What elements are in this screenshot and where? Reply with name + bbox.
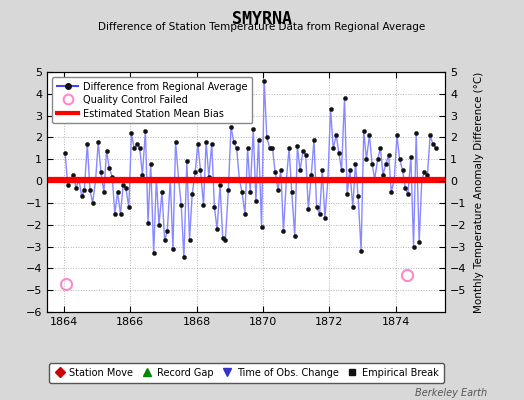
Text: Difference of Station Temperature Data from Regional Average: Difference of Station Temperature Data f… xyxy=(99,22,425,32)
Text: SMYRNA: SMYRNA xyxy=(232,10,292,28)
Text: Berkeley Earth: Berkeley Earth xyxy=(415,388,487,398)
Y-axis label: Monthly Temperature Anomaly Difference (°C): Monthly Temperature Anomaly Difference (… xyxy=(474,71,484,313)
Legend: Station Move, Record Gap, Time of Obs. Change, Empirical Break: Station Move, Record Gap, Time of Obs. C… xyxy=(49,363,443,383)
Legend: Difference from Regional Average, Quality Control Failed, Estimated Station Mean: Difference from Regional Average, Qualit… xyxy=(52,77,253,123)
